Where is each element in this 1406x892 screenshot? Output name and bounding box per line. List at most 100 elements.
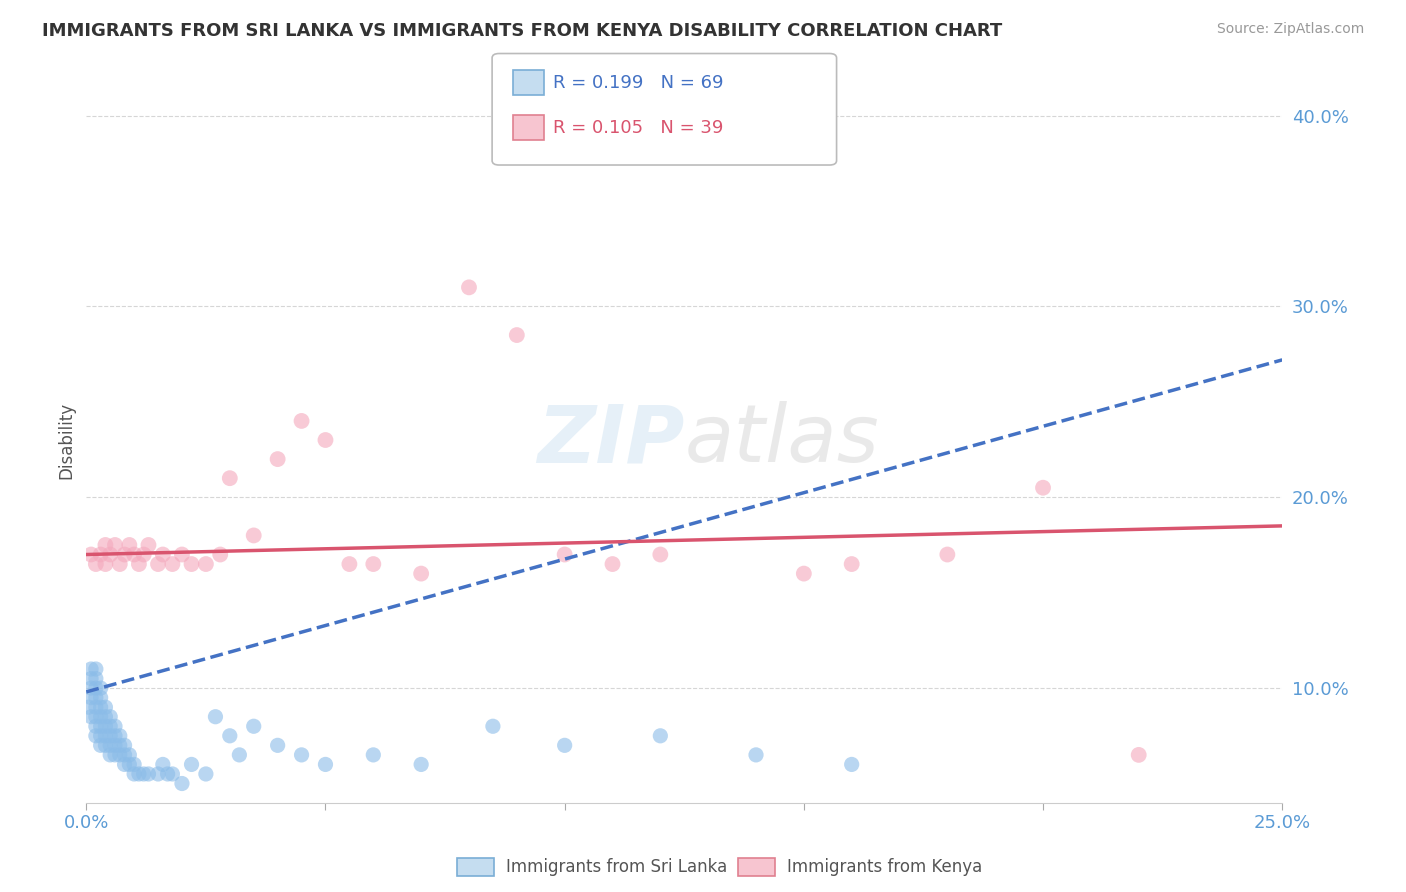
Text: R = 0.199   N = 69: R = 0.199 N = 69 (553, 74, 723, 92)
Point (84, 690, 107, 705)
Point (152, 548, 174, 562)
Point (132, 767, 155, 781)
Point (122, 767, 145, 781)
Point (84, 672, 107, 686)
Point (118, 747, 141, 762)
Point (84, 557, 107, 571)
Point (84, 700, 107, 714)
Point (104, 538, 127, 552)
Point (162, 557, 184, 571)
Point (98, 719, 121, 733)
Point (84, 719, 107, 733)
Point (745, 747, 768, 762)
Text: R = 0.105   N = 39: R = 0.105 N = 39 (553, 119, 723, 136)
Point (94, 709, 117, 723)
Point (90, 681, 112, 695)
Point (128, 557, 150, 571)
Point (98, 709, 121, 723)
Point (118, 538, 141, 552)
Point (132, 548, 155, 562)
Point (104, 719, 127, 733)
Point (122, 548, 145, 562)
Point (104, 747, 127, 762)
Point (90, 739, 112, 753)
Point (84, 681, 107, 695)
Point (138, 767, 160, 781)
Point (1128, 747, 1150, 762)
Point (290, 414, 312, 428)
Point (194, 557, 217, 571)
Point (482, 719, 505, 733)
Point (242, 719, 264, 733)
Text: Source: ZipAtlas.com: Source: ZipAtlas.com (1216, 22, 1364, 37)
Point (94, 719, 117, 733)
Point (841, 757, 863, 772)
Point (104, 729, 127, 743)
Point (339, 557, 361, 571)
Point (84, 709, 107, 723)
Point (793, 566, 815, 581)
Text: atlas: atlas (685, 401, 879, 479)
Point (90, 700, 112, 714)
Point (363, 747, 385, 762)
Point (94, 557, 117, 571)
Point (1032, 481, 1054, 495)
Point (266, 452, 288, 467)
Point (90, 729, 112, 743)
Point (218, 729, 240, 743)
Point (146, 767, 169, 781)
Text: Immigrants from Kenya: Immigrants from Kenya (787, 858, 983, 876)
Point (94, 729, 117, 743)
Point (122, 757, 145, 772)
Point (242, 528, 264, 542)
Point (152, 757, 174, 772)
Point (170, 776, 193, 790)
Point (146, 557, 169, 571)
Point (114, 739, 136, 753)
Point (108, 729, 131, 743)
Point (98, 747, 121, 762)
Point (180, 757, 202, 772)
Point (314, 433, 336, 447)
Point (108, 557, 131, 571)
Point (80, 662, 103, 676)
Point (841, 557, 863, 571)
Point (77, 700, 100, 714)
Point (108, 739, 131, 753)
Point (98, 548, 121, 562)
Point (138, 538, 160, 552)
Point (650, 548, 672, 562)
Point (458, 280, 481, 294)
Point (602, 557, 624, 571)
Point (411, 757, 433, 772)
Point (180, 557, 202, 571)
Point (80, 681, 103, 695)
Point (162, 767, 184, 781)
Point (94, 538, 117, 552)
Point (114, 548, 136, 562)
Point (156, 767, 179, 781)
Text: Immigrants from Sri Lanka: Immigrants from Sri Lanka (506, 858, 727, 876)
Point (84, 662, 107, 676)
Point (94, 739, 117, 753)
Point (218, 471, 240, 485)
Point (80, 709, 103, 723)
Point (118, 757, 141, 772)
Y-axis label: Disability: Disability (58, 401, 75, 479)
Point (228, 747, 250, 762)
Point (84, 729, 107, 743)
Point (114, 757, 136, 772)
Point (114, 747, 136, 762)
Point (204, 709, 226, 723)
Point (128, 767, 150, 781)
Point (104, 739, 127, 753)
Point (90, 719, 112, 733)
Point (194, 767, 217, 781)
Text: IMMIGRANTS FROM SRI LANKA VS IMMIGRANTS FROM KENYA DISABILITY CORRELATION CHART: IMMIGRANTS FROM SRI LANKA VS IMMIGRANTS … (42, 22, 1002, 40)
Point (554, 739, 576, 753)
Point (90, 548, 112, 562)
Point (98, 729, 121, 743)
Point (98, 739, 121, 753)
Point (209, 548, 232, 562)
Point (80, 548, 103, 562)
